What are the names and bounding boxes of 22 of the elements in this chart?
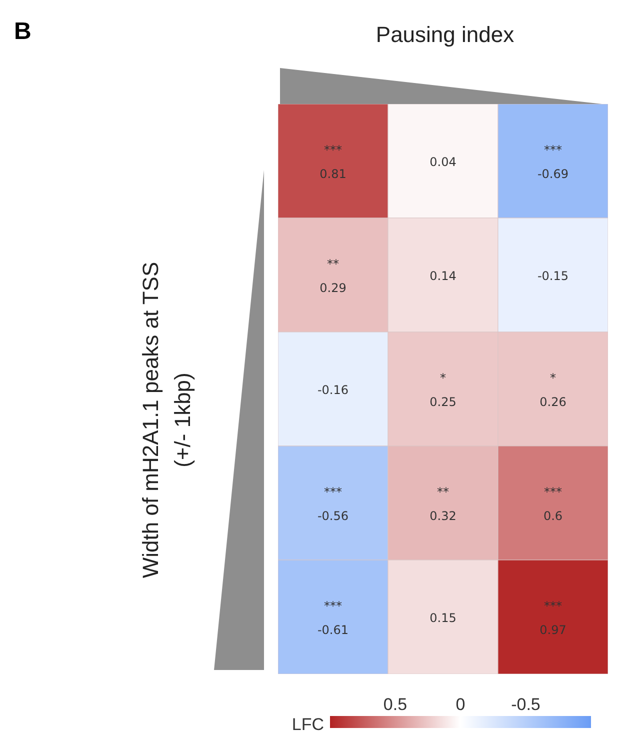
data-label: 0.04 bbox=[430, 155, 456, 169]
y-axis-title: Width of mH2A1.1 peaks at TSS (+/- 1kbp) bbox=[137, 260, 196, 580]
data-label: * 0.26 bbox=[540, 371, 566, 409]
data-label: -0.15 bbox=[537, 269, 569, 283]
data-label: *** -0.69 bbox=[537, 143, 569, 181]
data-label: 0.15 bbox=[430, 611, 456, 625]
color-bar-label: 0 bbox=[456, 695, 466, 714]
color-bar-title: LFC bbox=[292, 715, 324, 734]
data-label: *** -0.61 bbox=[317, 599, 349, 637]
data-label: * 0.25 bbox=[430, 371, 456, 409]
data-label: *** 0.81 bbox=[320, 143, 346, 181]
color-bar-label: -0.5 bbox=[511, 695, 540, 714]
color-bar-label: 0.5 bbox=[383, 695, 408, 714]
data-label: ** 0.29 bbox=[320, 257, 346, 295]
data-label: *** -0.56 bbox=[317, 485, 349, 523]
data-label: ** 0.32 bbox=[430, 485, 456, 523]
text: B bbox=[14, 18, 32, 46]
x-axis-title: Pausing index bbox=[374, 22, 516, 48]
data-label: -0.16 bbox=[317, 383, 349, 397]
data-label: *** 0.97 bbox=[540, 599, 566, 637]
data-label: *** 0.6 bbox=[543, 485, 563, 523]
data-label: 0.14 bbox=[430, 269, 456, 283]
